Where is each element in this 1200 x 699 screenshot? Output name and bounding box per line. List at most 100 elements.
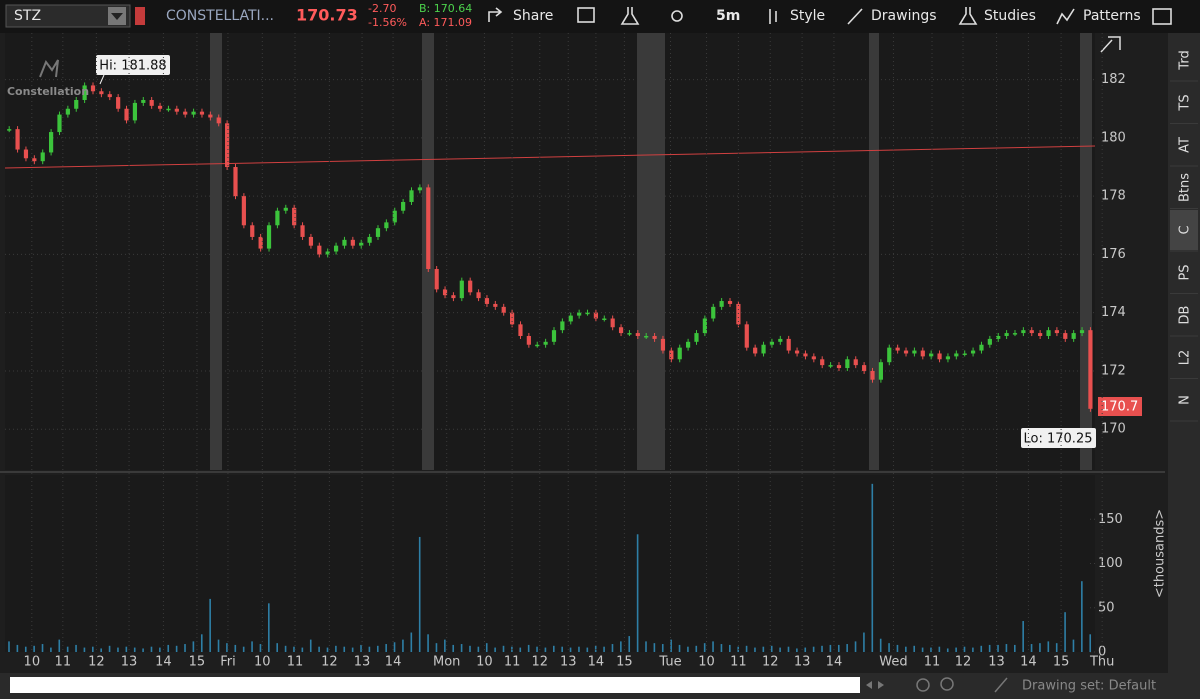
x-tick-label: 14 <box>826 655 843 670</box>
volume-bar <box>762 646 765 652</box>
x-tick-label: 11 <box>287 655 304 670</box>
share-icon[interactable] <box>488 7 503 22</box>
candle <box>878 362 883 380</box>
volume-bar <box>133 647 136 652</box>
pen-icon[interactable] <box>994 677 1008 693</box>
volume-bar <box>645 641 647 652</box>
volume-bar <box>326 647 329 652</box>
candle <box>660 338 666 351</box>
sidebar-tab[interactable]: Trd <box>1178 50 1193 70</box>
share-button[interactable]: Share <box>513 8 553 24</box>
sidebar-tab[interactable]: N <box>1178 395 1193 405</box>
price-panel <box>5 33 1095 470</box>
link-badge[interactable] <box>135 7 145 25</box>
volume-bar <box>670 639 672 652</box>
sidebar-tab[interactable]: Btns <box>1178 173 1193 202</box>
candle <box>1021 330 1026 334</box>
x-tick-label: 12 <box>321 655 338 670</box>
volume-bar <box>66 646 69 652</box>
candle <box>887 347 892 363</box>
patterns-button[interactable]: Patterns <box>1083 8 1141 24</box>
sidebar-tab[interactable]: C <box>1178 225 1193 234</box>
x-tick-label: 12 <box>88 655 105 670</box>
studies-icon[interactable] <box>958 7 978 25</box>
drawings-icon[interactable] <box>847 8 863 25</box>
volume-bar <box>360 644 362 652</box>
volume-bar <box>754 647 756 652</box>
settings-icon[interactable] <box>671 10 683 22</box>
candle <box>820 359 825 366</box>
candle <box>392 210 397 223</box>
style-button[interactable]: Style <box>790 8 825 24</box>
candle <box>644 335 649 338</box>
low-label: Lo: 170.25 <box>1024 432 1093 447</box>
volume-bar <box>50 647 52 652</box>
volume-bar <box>460 644 463 652</box>
symbol-box[interactable] <box>5 4 131 28</box>
sidebar-tab[interactable]: PS <box>1178 264 1193 280</box>
volume-bar <box>829 644 832 652</box>
candle <box>250 225 255 237</box>
candle <box>1012 333 1018 335</box>
pan-icon[interactable] <box>916 678 930 692</box>
last-price-label: 170.7 <box>1101 400 1138 415</box>
interval-button[interactable]: 5m <box>716 8 740 24</box>
sidebar-tab[interactable]: DB <box>1178 306 1193 325</box>
candle <box>417 187 422 191</box>
candle <box>526 335 531 345</box>
last-price: 170.73 <box>296 6 358 25</box>
volume-bar <box>796 648 798 652</box>
candle <box>1029 330 1034 334</box>
sidebar-tab[interactable]: L2 <box>1178 350 1193 366</box>
style-icon[interactable] <box>769 9 777 24</box>
candle <box>350 239 355 246</box>
candle <box>786 338 791 351</box>
volume-bar <box>335 645 337 652</box>
volume-bar <box>402 639 404 652</box>
candle <box>401 201 406 211</box>
scroll-arrows[interactable] <box>866 681 884 689</box>
volume-bar <box>351 647 354 652</box>
candle <box>375 228 381 237</box>
volume-bar <box>452 644 455 652</box>
candle <box>677 347 682 360</box>
candle <box>233 167 238 197</box>
volume-bar <box>519 647 522 652</box>
lab-icon[interactable] <box>620 7 640 25</box>
volume-bar <box>418 536 421 652</box>
chart-tool-icon[interactable] <box>1100 36 1121 53</box>
candle <box>409 190 414 202</box>
volume-bar <box>553 645 555 652</box>
x-tick-label: 13 <box>560 655 577 670</box>
sidebar-tab[interactable]: TS <box>1178 94 1193 111</box>
zoom-icon[interactable] <box>940 677 954 691</box>
logo: Constellation <box>7 85 89 98</box>
volume-bar <box>393 642 396 652</box>
drawings-button[interactable]: Drawings <box>871 8 937 24</box>
layout-icon[interactable] <box>1152 8 1172 25</box>
patterns-icon[interactable] <box>1056 8 1075 25</box>
studies-button[interactable]: Studies <box>984 8 1036 24</box>
x-tick-label: Thu <box>1089 655 1114 670</box>
x-tick-label: 10 <box>698 655 715 670</box>
x-tick-label: 11 <box>730 655 747 670</box>
volume-bar <box>963 646 966 652</box>
candle <box>23 149 29 159</box>
candle <box>300 225 305 237</box>
volume-bar <box>226 643 228 652</box>
volume-bar <box>938 646 941 652</box>
volume-bar <box>192 641 195 652</box>
volume-bar <box>293 646 295 652</box>
trend-line-drawing[interactable] <box>4 145 1096 169</box>
volume-bar <box>108 645 111 652</box>
sidebar-tab[interactable]: AT <box>1178 137 1193 153</box>
volume-bar <box>1013 644 1016 652</box>
scrollbar[interactable] <box>10 677 860 693</box>
drawing-set[interactable]: Drawing set: Default <box>1022 679 1156 694</box>
candle <box>686 341 691 348</box>
alert-icon[interactable] <box>577 7 595 23</box>
candle <box>1038 333 1043 336</box>
candle <box>996 335 1001 339</box>
candle <box>174 108 179 112</box>
volume-bar <box>83 647 86 652</box>
